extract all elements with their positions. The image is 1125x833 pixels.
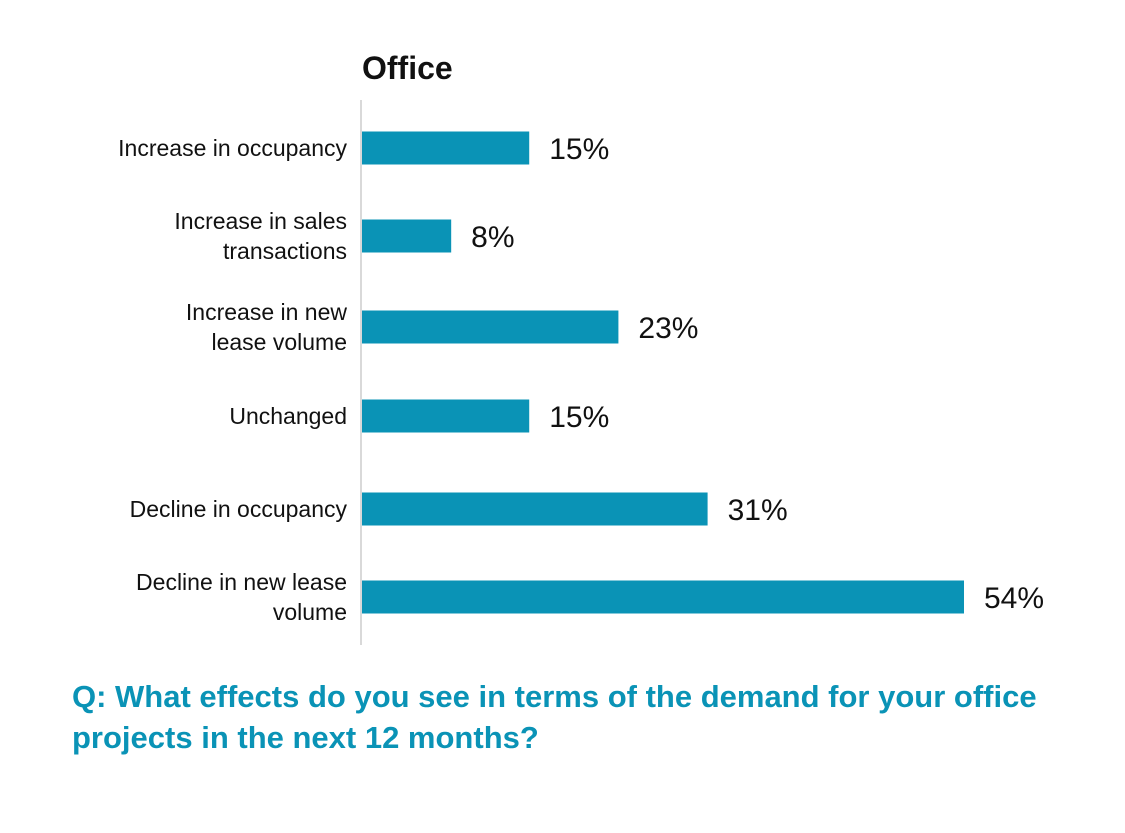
bar-value-label: 54% [984, 582, 1044, 615]
question-text: Q: What effects do you see in terms of t… [72, 679, 1037, 755]
bar [362, 131, 530, 165]
bar-value-label: 23% [638, 312, 698, 345]
category-label: Increase in occupancy [118, 135, 347, 161]
bar [362, 310, 619, 344]
bar [362, 399, 530, 433]
category-label: Unchanged [229, 403, 347, 429]
category-label: Increase in sales [174, 208, 347, 234]
chart-title: Office [362, 50, 453, 86]
category-label: transactions [223, 238, 347, 264]
category-label: Decline in occupancy [130, 496, 348, 522]
category-label: Decline in new lease [136, 569, 347, 595]
bar-value-label: 8% [471, 221, 514, 254]
bar-value-label: 15% [549, 401, 609, 434]
bar-value-label: 15% [549, 133, 609, 166]
bar-chart: Office 15% Increase in occupancy 8% Increas… [118, 50, 1044, 645]
bar [362, 492, 708, 526]
bar [362, 219, 452, 253]
bars-group: 15% Increase in occupancy 8% Increase in sa… [118, 131, 1044, 625]
bar [362, 580, 964, 614]
bar-value-label: 31% [728, 494, 788, 527]
category-label: volume [273, 599, 347, 625]
category-label: lease volume [211, 329, 347, 355]
category-label: Increase in new [186, 299, 347, 325]
